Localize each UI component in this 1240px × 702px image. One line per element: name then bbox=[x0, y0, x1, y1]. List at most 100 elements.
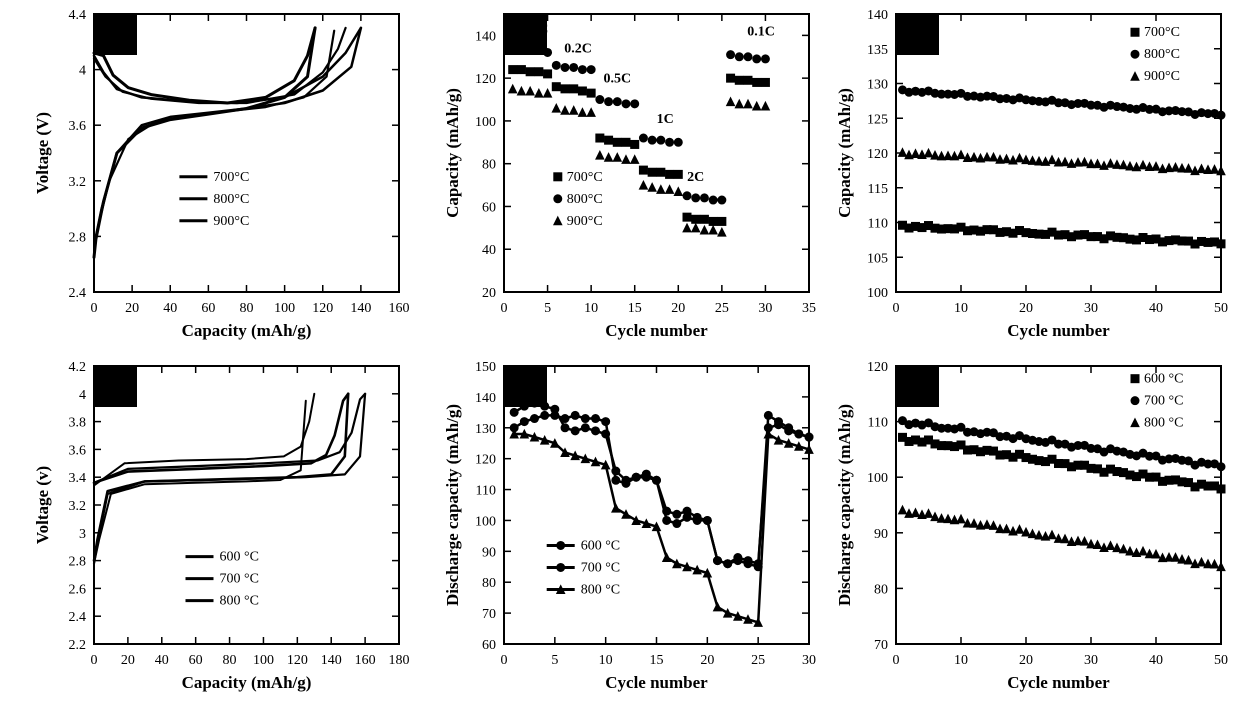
svg-text:120: 120 bbox=[287, 653, 308, 668]
svg-text:160: 160 bbox=[389, 301, 410, 316]
svg-text:0.5C: 0.5C bbox=[603, 71, 631, 86]
svg-text:125: 125 bbox=[867, 112, 888, 127]
panel-b-rate-capability: 0510152025303520406080100120140Cycle num… bbox=[438, 0, 823, 350]
svg-text:600 °C: 600 °C bbox=[220, 550, 259, 565]
svg-text:40: 40 bbox=[1149, 653, 1163, 668]
svg-text:40: 40 bbox=[155, 653, 169, 668]
svg-text:900°C: 900°C bbox=[213, 214, 249, 229]
svg-text:115: 115 bbox=[868, 182, 888, 197]
svg-text:3.8: 3.8 bbox=[69, 416, 87, 431]
svg-text:60: 60 bbox=[201, 301, 215, 316]
svg-text:700 °C: 700 °C bbox=[1144, 394, 1183, 409]
svg-text:800 °C: 800 °C bbox=[581, 582, 620, 597]
svg-text:30: 30 bbox=[1084, 653, 1098, 668]
svg-text:3.6: 3.6 bbox=[69, 443, 87, 458]
svg-text:30: 30 bbox=[802, 653, 816, 668]
svg-text:4.4: 4.4 bbox=[69, 8, 87, 23]
svg-text:50: 50 bbox=[1214, 301, 1228, 316]
svg-text:2.4: 2.4 bbox=[69, 610, 87, 625]
svg-text:800 °C: 800 °C bbox=[1144, 416, 1183, 431]
svg-text:70: 70 bbox=[874, 638, 888, 653]
svg-text:700°C: 700°C bbox=[1144, 25, 1180, 40]
svg-text:140: 140 bbox=[867, 8, 888, 23]
svg-text:3.4: 3.4 bbox=[69, 471, 87, 486]
svg-text:20: 20 bbox=[1019, 301, 1033, 316]
svg-text:Capacity (mAh/g): Capacity (mAh/g) bbox=[182, 673, 312, 692]
panel-e-rate-capability: 05101520253060708090100110120130140150Cy… bbox=[438, 352, 823, 702]
svg-text:Voltage (V): Voltage (V) bbox=[33, 112, 52, 194]
panel-a-voltage-capacity: 0204060801001201401602.42.83.23.644.4Cap… bbox=[28, 0, 413, 350]
svg-text:100: 100 bbox=[253, 653, 274, 668]
svg-text:70: 70 bbox=[482, 607, 496, 622]
svg-text:2.6: 2.6 bbox=[69, 582, 87, 597]
svg-text:20: 20 bbox=[125, 301, 139, 316]
svg-text:100: 100 bbox=[274, 301, 295, 316]
svg-text:80: 80 bbox=[482, 158, 496, 173]
svg-text:130: 130 bbox=[867, 78, 888, 93]
svg-text:20: 20 bbox=[671, 301, 685, 316]
svg-text:10: 10 bbox=[584, 301, 598, 316]
svg-text:35: 35 bbox=[802, 301, 816, 316]
svg-text:60: 60 bbox=[189, 653, 203, 668]
svg-text:60: 60 bbox=[482, 200, 496, 215]
svg-text:Voltage (v): Voltage (v) bbox=[33, 466, 52, 544]
svg-text:5: 5 bbox=[544, 301, 551, 316]
svg-text:15: 15 bbox=[650, 653, 664, 668]
svg-text:120: 120 bbox=[312, 301, 333, 316]
panel-c-cycling-stability: 01020304050100105110115120125130135140Cy… bbox=[830, 0, 1235, 350]
svg-text:120: 120 bbox=[475, 453, 496, 468]
svg-text:160: 160 bbox=[355, 653, 376, 668]
svg-text:100: 100 bbox=[867, 286, 888, 301]
svg-text:Cycle number: Cycle number bbox=[605, 673, 708, 692]
svg-text:3.2: 3.2 bbox=[69, 175, 87, 190]
svg-text:0.1C: 0.1C bbox=[521, 22, 549, 37]
svg-text:700°C: 700°C bbox=[567, 170, 603, 185]
svg-text:900°C: 900°C bbox=[567, 214, 603, 229]
svg-text:2.8: 2.8 bbox=[69, 230, 87, 245]
svg-text:Cycle number: Cycle number bbox=[605, 321, 708, 340]
svg-text:40: 40 bbox=[1149, 301, 1163, 316]
svg-text:Cycle number: Cycle number bbox=[1007, 673, 1110, 692]
svg-text:2.8: 2.8 bbox=[69, 555, 87, 570]
svg-text:700 °C: 700 °C bbox=[581, 560, 620, 575]
svg-text:50: 50 bbox=[1214, 653, 1228, 668]
svg-text:15: 15 bbox=[628, 301, 642, 316]
svg-text:800°C: 800°C bbox=[1144, 47, 1180, 62]
svg-text:20: 20 bbox=[482, 286, 496, 301]
svg-text:700 °C: 700 °C bbox=[220, 572, 259, 587]
svg-text:120: 120 bbox=[867, 147, 888, 162]
svg-text:0: 0 bbox=[501, 653, 508, 668]
svg-text:180: 180 bbox=[389, 653, 410, 668]
svg-text:Capacity (mAh/g): Capacity (mAh/g) bbox=[182, 321, 312, 340]
svg-text:0.2C: 0.2C bbox=[564, 41, 592, 56]
svg-text:100: 100 bbox=[475, 514, 496, 529]
svg-text:80: 80 bbox=[874, 582, 888, 597]
svg-text:2.4: 2.4 bbox=[69, 286, 87, 301]
svg-text:120: 120 bbox=[475, 72, 496, 87]
svg-text:Capacity (mAh/g): Capacity (mAh/g) bbox=[835, 88, 854, 218]
svg-text:600 °C: 600 °C bbox=[581, 538, 620, 553]
svg-text:0: 0 bbox=[893, 301, 900, 316]
svg-text:120: 120 bbox=[867, 360, 888, 375]
svg-text:60: 60 bbox=[482, 638, 496, 653]
panel-f-cycling-stability: 01020304050708090100110120Cycle numberDi… bbox=[830, 352, 1235, 702]
svg-text:700°C: 700°C bbox=[213, 170, 249, 185]
svg-text:800°C: 800°C bbox=[567, 192, 603, 207]
svg-text:0: 0 bbox=[91, 301, 98, 316]
svg-text:800 °C: 800 °C bbox=[220, 594, 259, 609]
svg-text:100: 100 bbox=[475, 115, 496, 130]
svg-text:10: 10 bbox=[954, 301, 968, 316]
svg-text:20: 20 bbox=[121, 653, 135, 668]
svg-text:105: 105 bbox=[867, 251, 888, 266]
svg-text:10: 10 bbox=[599, 653, 613, 668]
svg-text:2C: 2C bbox=[687, 170, 704, 185]
svg-text:Cycle number: Cycle number bbox=[1007, 321, 1110, 340]
svg-text:135: 135 bbox=[867, 43, 888, 58]
svg-text:140: 140 bbox=[321, 653, 342, 668]
svg-text:3: 3 bbox=[79, 527, 86, 542]
svg-text:5: 5 bbox=[551, 653, 558, 668]
svg-text:0: 0 bbox=[893, 653, 900, 668]
svg-text:150: 150 bbox=[475, 360, 496, 375]
svg-text:3.2: 3.2 bbox=[69, 499, 87, 514]
svg-text:30: 30 bbox=[1084, 301, 1098, 316]
